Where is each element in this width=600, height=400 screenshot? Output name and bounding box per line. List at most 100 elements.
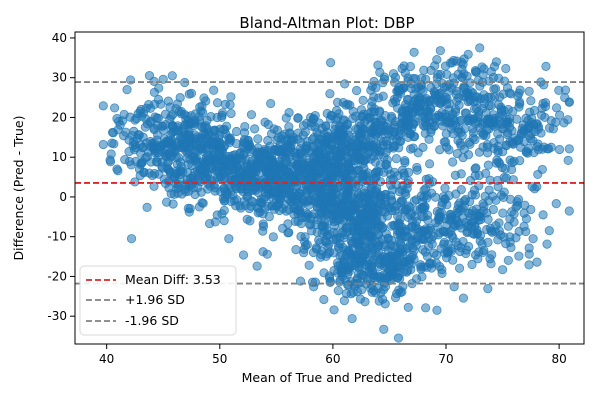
data-point xyxy=(333,286,343,296)
data-point xyxy=(541,61,551,71)
data-point xyxy=(386,240,396,250)
data-point xyxy=(325,89,335,99)
data-point xyxy=(142,202,152,212)
data-point xyxy=(412,165,422,175)
data-point xyxy=(464,137,474,147)
data-point xyxy=(463,226,473,237)
data-point xyxy=(267,201,277,211)
data-point xyxy=(560,92,570,103)
data-point xyxy=(287,157,297,168)
data-point xyxy=(284,205,294,215)
data-point xyxy=(307,195,317,205)
data-point xyxy=(452,149,462,159)
data-point xyxy=(407,236,417,246)
data-point xyxy=(196,137,206,147)
data-point xyxy=(375,106,385,116)
data-point xyxy=(199,93,209,103)
data-point xyxy=(458,293,469,303)
x-tick-label: 80 xyxy=(551,352,566,366)
data-point xyxy=(382,120,392,130)
data-point xyxy=(513,194,524,204)
y-tick-label: -30 xyxy=(47,309,67,323)
data-point xyxy=(531,119,542,129)
data-point xyxy=(338,215,348,225)
data-point xyxy=(477,127,487,138)
data-point xyxy=(162,197,172,207)
data-point xyxy=(309,114,319,124)
data-point xyxy=(294,188,304,198)
data-point xyxy=(483,237,493,247)
data-point xyxy=(351,85,362,96)
data-point xyxy=(448,109,458,119)
data-point xyxy=(284,227,294,238)
data-point xyxy=(212,98,223,108)
data-point xyxy=(359,163,369,173)
data-point xyxy=(378,91,388,101)
y-tick-label: 40 xyxy=(52,31,67,45)
data-point xyxy=(135,170,145,181)
data-point xyxy=(498,208,508,218)
data-point xyxy=(222,190,232,200)
data-point xyxy=(400,156,410,166)
data-point xyxy=(281,113,291,123)
data-point xyxy=(413,148,423,158)
data-point xyxy=(246,110,257,120)
data-point xyxy=(167,71,177,81)
data-point xyxy=(381,189,391,199)
data-point xyxy=(482,142,492,152)
data-point xyxy=(379,324,389,334)
data-point xyxy=(260,117,270,127)
data-point xyxy=(214,166,224,176)
data-point xyxy=(503,255,513,265)
data-point xyxy=(459,54,469,64)
data-point xyxy=(253,187,263,198)
data-point xyxy=(404,114,414,124)
data-point xyxy=(440,248,450,258)
data-point xyxy=(107,138,117,148)
data-point xyxy=(284,122,294,132)
data-point xyxy=(421,184,431,194)
data-point xyxy=(428,231,438,241)
data-point xyxy=(194,145,204,155)
data-point xyxy=(376,288,386,298)
data-point xyxy=(226,108,236,119)
data-point xyxy=(329,265,339,276)
x-tick-label: 70 xyxy=(438,352,453,366)
data-point xyxy=(515,155,525,166)
data-point xyxy=(432,305,442,315)
data-point xyxy=(416,84,426,94)
data-point xyxy=(387,221,397,231)
data-point xyxy=(293,113,303,123)
data-point xyxy=(261,191,271,202)
data-point xyxy=(202,115,212,125)
data-point xyxy=(536,128,546,138)
data-point xyxy=(253,208,263,218)
data-point xyxy=(186,88,197,99)
data-point xyxy=(208,125,219,136)
data-point xyxy=(479,245,489,256)
data-point xyxy=(181,187,191,197)
data-point xyxy=(278,223,288,233)
data-point xyxy=(305,220,315,230)
data-point xyxy=(154,83,164,93)
data-point xyxy=(524,260,534,270)
data-point xyxy=(471,163,481,173)
data-point xyxy=(540,98,551,108)
data-point xyxy=(390,257,400,267)
data-point xyxy=(301,208,311,218)
data-point xyxy=(530,184,540,194)
data-point xyxy=(105,155,115,165)
data-point xyxy=(427,259,437,269)
data-point xyxy=(331,198,342,208)
data-point xyxy=(343,99,353,109)
data-point xyxy=(150,99,160,109)
data-point xyxy=(239,128,250,138)
data-point xyxy=(532,142,542,152)
data-point xyxy=(493,147,503,158)
data-point xyxy=(400,187,410,198)
data-point xyxy=(442,142,452,152)
data-point xyxy=(178,143,188,153)
data-point xyxy=(341,288,352,299)
data-point xyxy=(533,169,543,180)
y-tick-label: 30 xyxy=(52,71,67,85)
